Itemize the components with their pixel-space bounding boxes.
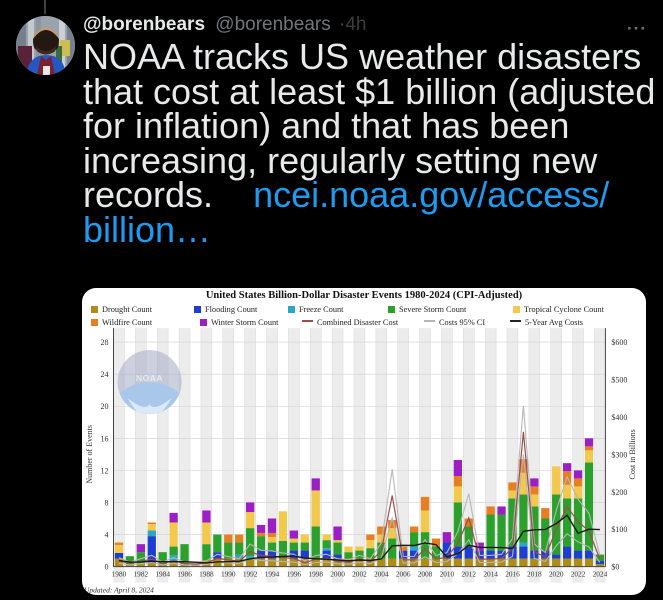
svg-text:1982: 1982 bbox=[134, 570, 149, 579]
svg-text:16: 16 bbox=[101, 434, 109, 443]
svg-text:Number of Events: Number of Events bbox=[85, 425, 94, 484]
svg-text:1998: 1998 bbox=[308, 570, 323, 579]
svg-text:2010: 2010 bbox=[440, 570, 455, 579]
svg-text:2012: 2012 bbox=[461, 570, 476, 579]
svg-text:$100: $100 bbox=[611, 525, 627, 534]
svg-text:1980: 1980 bbox=[112, 570, 127, 579]
svg-text:1984: 1984 bbox=[155, 570, 170, 579]
svg-text:$0: $0 bbox=[611, 563, 619, 572]
svg-text:12: 12 bbox=[101, 466, 109, 475]
svg-text:2020: 2020 bbox=[549, 570, 564, 579]
svg-text:1994: 1994 bbox=[265, 570, 280, 579]
svg-text:2008: 2008 bbox=[418, 570, 433, 579]
svg-text:NOAA: NOAA bbox=[136, 373, 163, 383]
svg-text:4: 4 bbox=[105, 531, 109, 540]
svg-text:1996: 1996 bbox=[287, 570, 302, 579]
svg-text:28: 28 bbox=[101, 338, 109, 347]
svg-text:2002: 2002 bbox=[352, 570, 367, 579]
svg-text:20: 20 bbox=[101, 402, 109, 411]
svg-text:2016: 2016 bbox=[505, 570, 520, 579]
svg-text:2014: 2014 bbox=[483, 570, 498, 579]
svg-text:2024: 2024 bbox=[593, 570, 608, 579]
svg-text:1990: 1990 bbox=[221, 570, 236, 579]
svg-text:2000: 2000 bbox=[330, 570, 345, 579]
svg-text:Updated: April 8, 2024: Updated: April 8, 2024 bbox=[84, 586, 154, 595]
svg-text:2004: 2004 bbox=[374, 570, 389, 579]
svg-text:2022: 2022 bbox=[571, 570, 586, 579]
svg-text:2018: 2018 bbox=[527, 570, 542, 579]
svg-text:$500: $500 bbox=[611, 376, 627, 385]
svg-text:$600: $600 bbox=[611, 338, 627, 347]
svg-text:Cost in Billions: Cost in Billions bbox=[628, 429, 637, 479]
svg-text:$400: $400 bbox=[611, 413, 627, 422]
svg-text:2006: 2006 bbox=[396, 570, 411, 579]
svg-text:1992: 1992 bbox=[243, 570, 258, 579]
svg-text:1986: 1986 bbox=[177, 570, 192, 579]
svg-text:1988: 1988 bbox=[199, 570, 214, 579]
svg-text:0: 0 bbox=[105, 563, 109, 572]
svg-text:$200: $200 bbox=[611, 488, 627, 497]
svg-text:8: 8 bbox=[105, 498, 109, 507]
svg-text:$300: $300 bbox=[611, 450, 627, 459]
svg-text:24: 24 bbox=[101, 370, 109, 379]
